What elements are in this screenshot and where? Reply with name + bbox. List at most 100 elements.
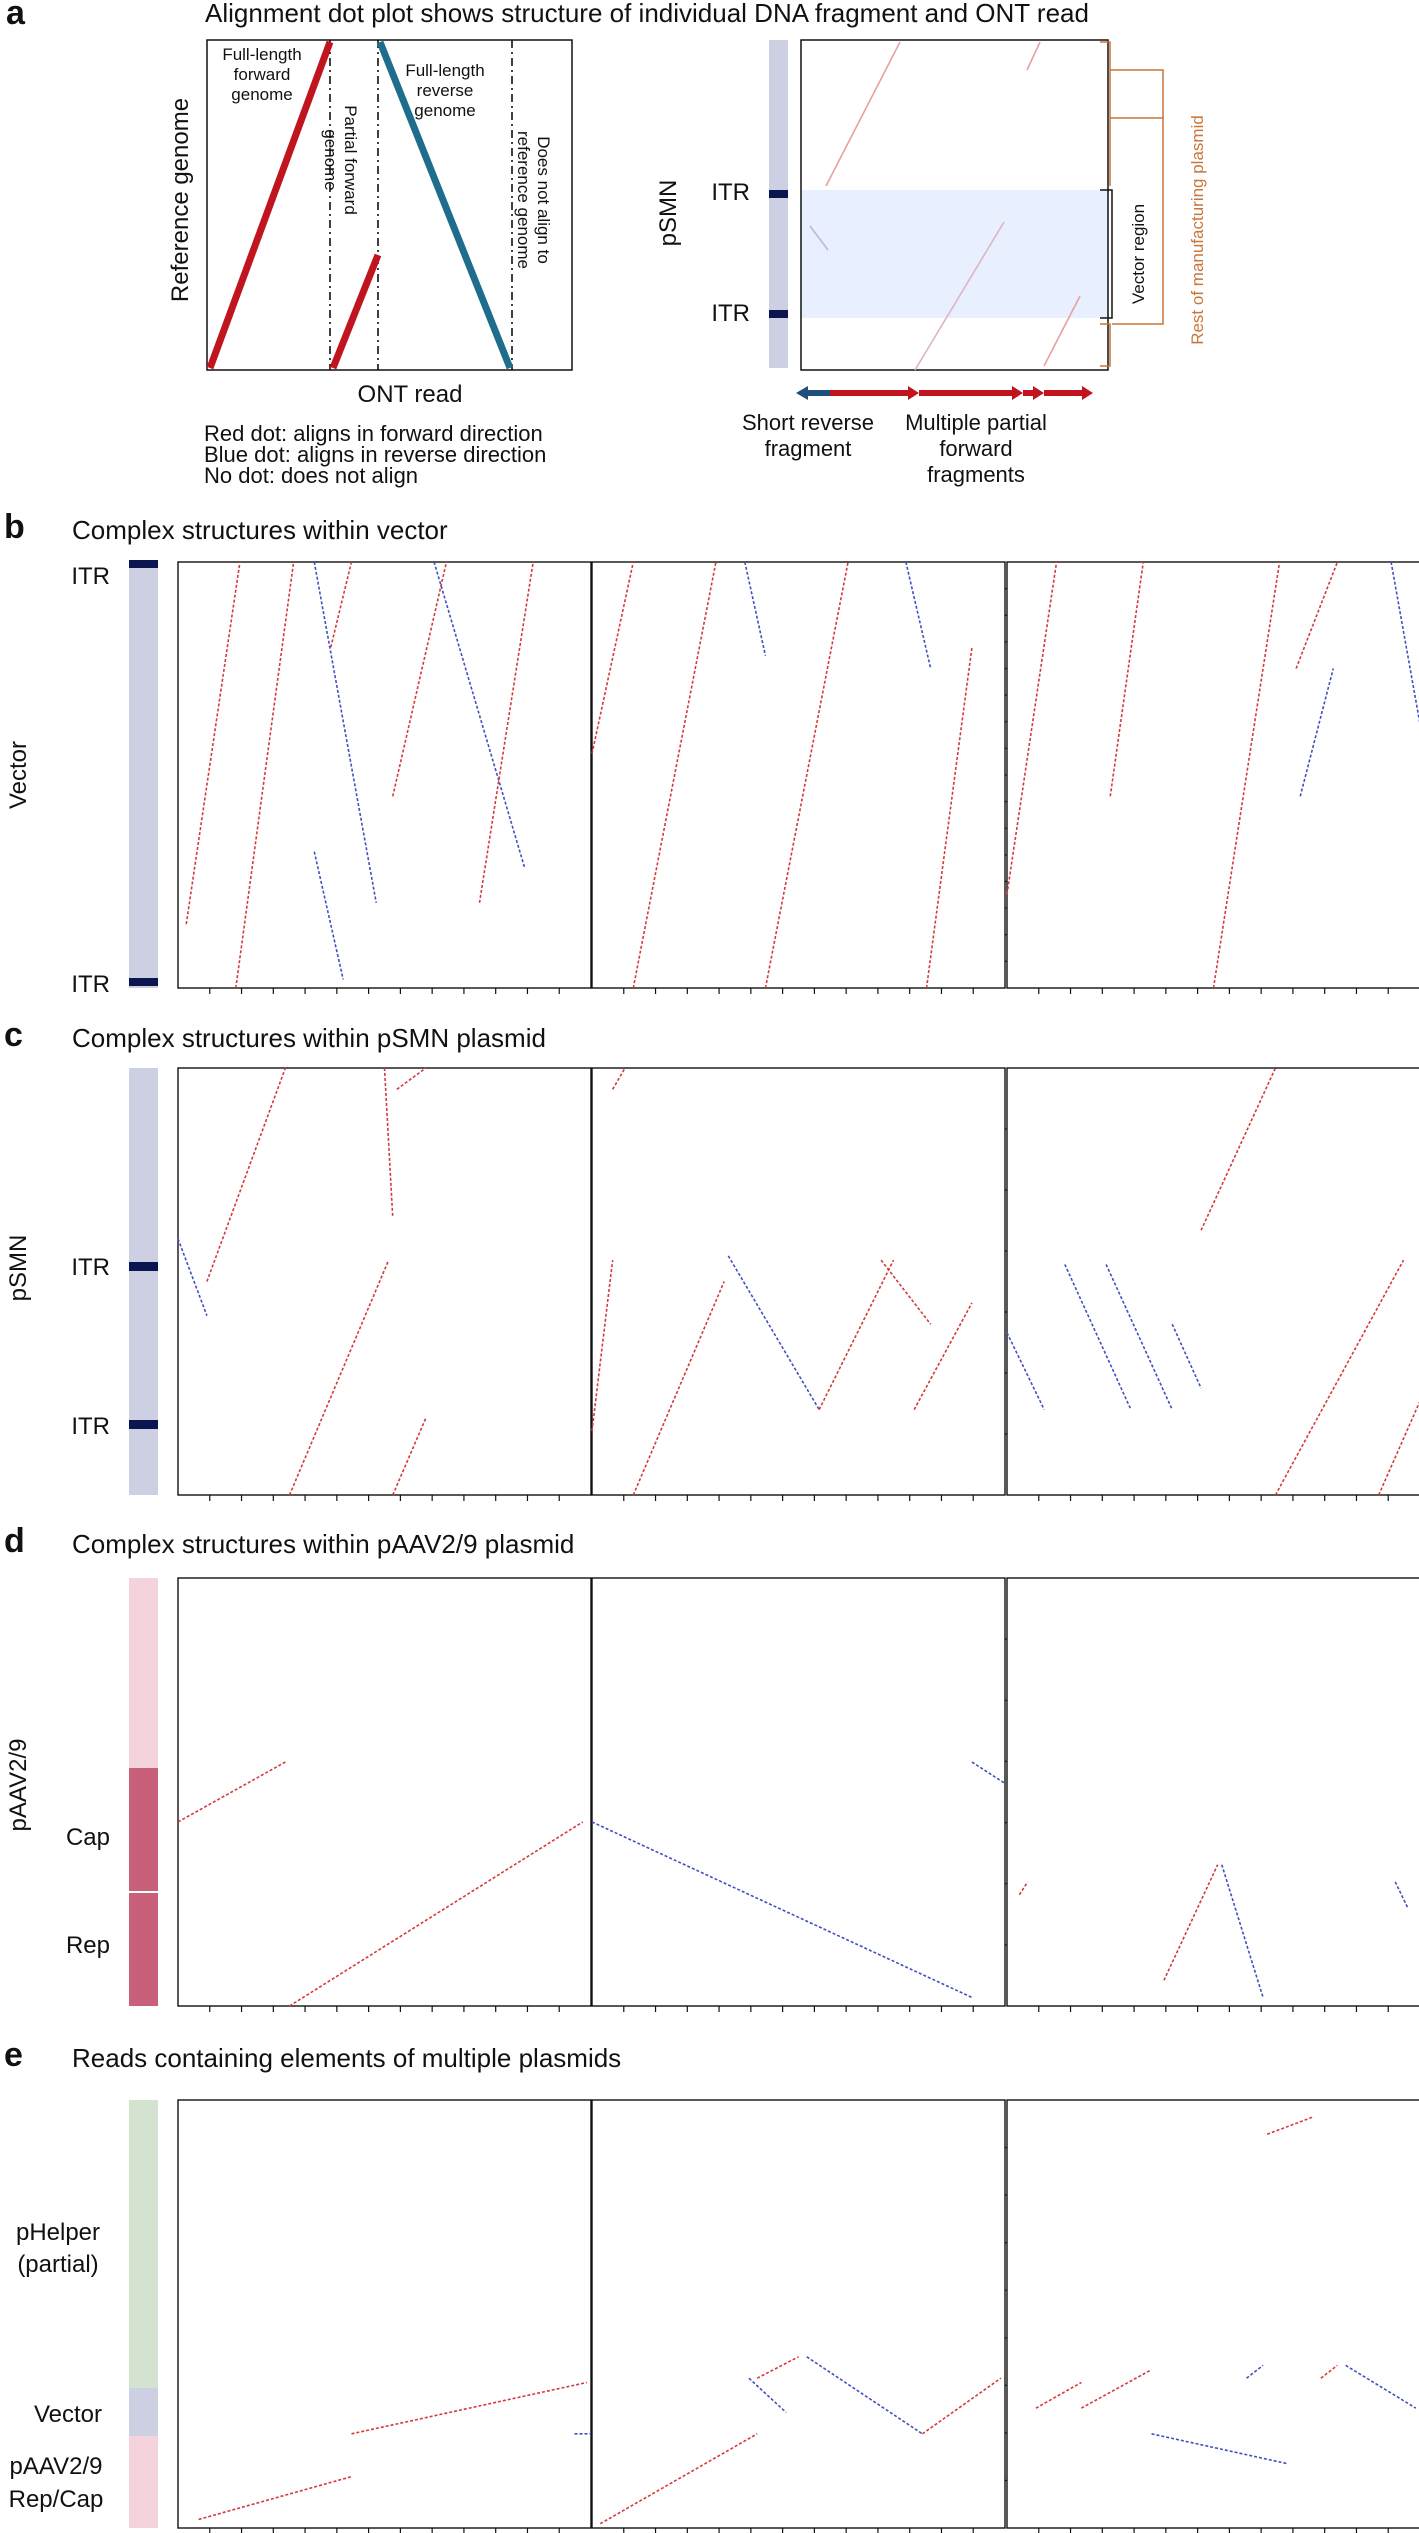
forward-alignment-trace [611,1067,626,1090]
forward-alignment-trace [632,561,717,989]
forward-alignment-trace [1109,561,1145,797]
forward-alignment-trace [235,561,295,989]
forward-alignment-trace [392,1417,427,1496]
vector-plot-frame [1006,561,1419,989]
forward-alignment-trace [1274,1259,1405,1496]
panel-d-y-label: pAAV2/9 [5,1739,32,1832]
psmn-plot-frame [591,1067,1006,1496]
psmn-itr-bottom [129,1420,158,1429]
reverse-alignment-trace [313,561,378,903]
forward-alignment-trace [351,2381,588,2435]
example-vector-bar [769,40,788,368]
example-forward-segment-4 [1043,295,1081,367]
multi-plot-frame [591,2099,1006,2529]
reverse-alignment-trace [1151,2433,1289,2465]
reverse-alignment-trace [177,1238,208,1316]
forward-alignment-trace [206,1067,287,1282]
forward-alignment-trace [1006,561,1058,895]
label-full-forward: Full-length forward genome [222,45,301,104]
itr-bottom-marker [129,978,158,986]
arrow-short-reverse-head [796,386,808,400]
partial-forward-label: Multiple partial forward fragments [905,410,1047,487]
panel-b-title: Complex structures within vector [72,515,448,545]
psmn-bar [129,1068,158,1495]
multi-plot-1 [177,2099,597,2533]
phelper-label: pHelper (partial) [16,2219,100,2278]
rep-region [129,1893,158,2006]
panel-c-letter: c [4,1016,23,1054]
reverse-alignment-trace [433,561,526,869]
vector-region-label: Vector region [1129,204,1148,304]
reverse-alignment-trace [1299,668,1335,797]
example-reverse-segment [809,225,829,251]
rep-label: Rep [66,1932,110,1959]
reverse-alignment-trace [1105,1264,1173,1410]
reverse-alignment-trace [1006,1332,1045,1410]
forward-alignment-trace [1212,561,1281,989]
panel-a-legend: Red dot: aligns in forward direction Blu… [204,421,546,488]
forward-alignment-trace [764,561,849,989]
panel-c-dotplots [177,1067,1419,1501]
reverse-alignment-trace [971,1761,1006,1785]
forward-alignment-trace [1377,1401,1419,1496]
partial-forward-line [329,253,382,370]
forward-alignment-trace [198,2475,352,2521]
paav-repcap-label: pAAV2/9 Rep/Cap [9,2453,104,2513]
legend-red: Red dot: aligns in forward direction [204,421,543,446]
forward-alignment-trace [1295,561,1339,669]
panel-e-dotplots [177,2099,1419,2533]
forward-alignment-trace [1266,2116,1313,2135]
short-reverse-label: Short reverse fragment [742,410,874,461]
vector-plot-frame [177,561,592,989]
multi-plot-frame [1006,2099,1419,2529]
forward-alignment-trace [289,1821,584,2007]
panel-d-dotplots [177,1577,1419,2012]
example-itr-top [769,190,788,198]
panel-a-title: Alignment dot plot shows structure of in… [205,0,1089,28]
schematic-dotplot: Full-length forward genome Full-length reve… [167,39,573,408]
panel-c-y-label: pSMN [5,1235,32,1302]
example-itr-bottom [769,310,788,318]
forward-alignment-trace [591,561,635,754]
reverse-alignment-trace [1246,2364,1264,2379]
panel-b-y-label: Vector [5,741,32,809]
forward-alignment-trace [925,647,973,989]
panel-d-title: Complex structures within pAAV2/9 plasmi… [72,1529,574,1559]
panel-a: a Alignment dot plot shows structure of … [6,0,1207,488]
vector-bar [129,562,158,988]
forward-alignment-trace [756,2356,799,2379]
vector-label: Vector [34,2401,102,2428]
legend-blue: Blue dot: aligns in reverse direction [204,442,546,467]
example-forward-segment-3 [914,221,1005,371]
forward-alignment-trace [1163,1864,1219,1981]
psmn-plot-frame [177,1067,592,1496]
psmn-plot-1 [177,1067,597,1501]
reverse-alignment-trace [313,851,344,980]
forward-alignment-trace [1035,2381,1082,2409]
psmn-plot-3 [1006,1067,1419,1501]
arrow-forward-3-head [1033,386,1044,400]
manufacturing-upper-bracket [1110,69,1164,119]
paav-plot-3 [1006,1577,1419,2012]
arrow-forward-1-head [908,386,919,400]
panel-a-letter: a [6,0,26,32]
manufacturing-label: Rest of manufacturing plasmid [1188,115,1207,345]
full-reverse-line [376,40,514,370]
itr-bottom-label: ITR [71,971,110,998]
paav-repcap-region [129,2436,158,2528]
forward-alignment-trace [591,1260,614,1432]
legend-none: No dot: does not align [204,463,418,488]
forward-alignment-trace [632,1281,725,1496]
label-full-reverse: Full-length reverse genome [405,61,484,120]
panel-b-dotplots [177,561,1419,994]
vector-plot-2 [591,561,1011,994]
example-vector-region-bg [801,190,1108,318]
example-dotplot: pSMN ITR ITR [655,39,1207,487]
forward-alignment-trace [921,2377,1002,2435]
panel-d-letter: d [4,1522,25,1560]
reverse-alignment-trace [905,561,932,669]
panel-b: b Complex structures within vector Vecto… [4,508,1419,998]
vector-plot-1 [177,561,597,994]
forward-alignment-trace [1080,2368,1152,2409]
reverse-alignment-trace [744,561,767,656]
